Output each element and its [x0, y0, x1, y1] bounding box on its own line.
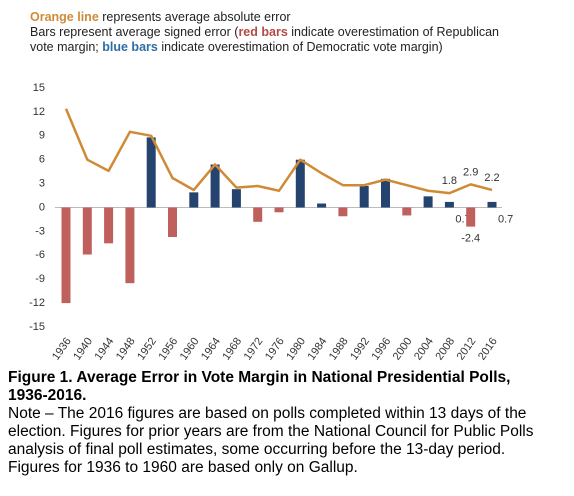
bar	[466, 207, 476, 227]
bar	[189, 192, 199, 208]
bar	[210, 164, 220, 208]
bar	[125, 207, 135, 284]
y-tick-label: -6	[35, 249, 45, 261]
bar	[253, 207, 263, 222]
bar	[146, 137, 156, 208]
caption: Figure 1. Average Error in Vote Margin i…	[8, 369, 548, 477]
y-tick-label: 3	[39, 178, 45, 190]
x-tick-label: 1984	[306, 336, 330, 363]
y-tick-label: 12	[33, 106, 45, 118]
y-tick-label: -3	[35, 225, 45, 237]
bar	[487, 201, 497, 208]
bar-value-label: 0.7	[498, 213, 513, 225]
bar	[231, 189, 241, 208]
bar	[423, 196, 433, 208]
x-tick-label: 1936	[50, 336, 74, 363]
x-tick-label: 1980	[284, 336, 308, 363]
x-tick-label: 1972	[242, 336, 266, 363]
bar	[359, 185, 369, 208]
chart-header: Orange line represents average absolute …	[30, 10, 500, 55]
x-tick-label: 1948	[114, 336, 138, 363]
y-tick-label: -15	[29, 321, 45, 333]
bar	[317, 203, 327, 208]
x-tick-label: 1944	[93, 336, 117, 363]
header-text: red bars	[238, 25, 288, 39]
bar	[444, 201, 454, 208]
bar	[61, 207, 71, 304]
header-text: represents average absolute error	[98, 10, 291, 24]
x-tick-label: 1992	[348, 336, 372, 363]
y-tick-label: -12	[29, 297, 45, 309]
y-tick-label: 9	[39, 130, 45, 142]
x-tick-label: 2004	[412, 336, 436, 363]
x-tick-label: 2012	[455, 336, 479, 363]
line	[64, 108, 493, 195]
line-value-label: 2.9	[463, 166, 478, 178]
caption-note: Note – The 2016 figures are based on pol…	[8, 405, 534, 476]
header-text: Orange line	[30, 10, 99, 24]
bar	[104, 207, 114, 244]
x-tick-label: 2016	[476, 336, 500, 363]
bar	[381, 178, 390, 208]
bar-value-label: -2.4	[461, 233, 480, 245]
x-tick-label: 1960	[178, 336, 202, 363]
x-tick-label: 1956	[156, 336, 180, 363]
bar	[338, 207, 348, 217]
x-tick-label: 1952	[135, 336, 159, 363]
header-text: Bars represent average signed error (	[30, 25, 239, 39]
header-text: indicate overestimation of Republican vo…	[30, 25, 500, 54]
bar	[274, 207, 284, 213]
line-value-label: 2.2	[484, 172, 499, 184]
x-tick-label: 1940	[71, 336, 95, 363]
x-tick-label: 1964	[199, 336, 223, 363]
bar	[82, 207, 92, 255]
y-tick-label: 0	[39, 201, 45, 213]
x-tick-label: 1988	[327, 336, 351, 363]
x-tick-label: 1996	[369, 336, 393, 363]
x-tick-label: 1976	[263, 336, 287, 363]
header-text: blue bars	[102, 40, 158, 54]
y-tick-label: 6	[39, 154, 45, 166]
y-tick-label: 15	[33, 82, 45, 94]
x-tick-label: 1968	[220, 336, 244, 363]
bar	[402, 207, 412, 216]
x-tick-label: 2008	[433, 336, 457, 363]
bar	[168, 207, 177, 237]
chart: 15 12 9 6 3 0 -3 -6 -9 -12 -15 19361940194419481952…	[29, 82, 513, 363]
header-text: indicate overestimation of Democratic vo…	[157, 40, 443, 54]
bar	[295, 159, 305, 208]
y-tick-label: -9	[35, 273, 45, 285]
line-value-label: 1.8	[442, 175, 457, 187]
x-tick-label: 2000	[391, 336, 415, 363]
caption-title: Figure 1. Average Error in Vote Margin i…	[8, 369, 511, 404]
